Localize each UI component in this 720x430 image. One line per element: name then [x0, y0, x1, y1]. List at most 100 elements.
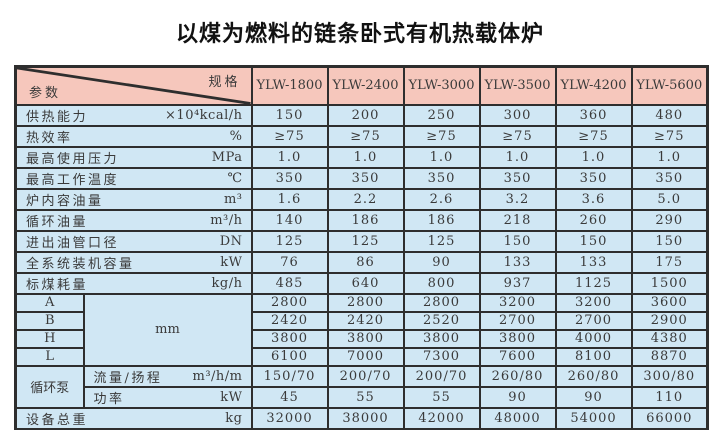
param-label: 最高使用压力: [26, 151, 120, 167]
param-unit: ℃: [227, 170, 243, 186]
model-header: YLW-5600: [630, 65, 709, 106]
table-row-pipe-diameter: 进出油管口径 DN 125 125 125 150 150 150: [14, 229, 709, 253]
value-cell: 1.6: [250, 187, 329, 211]
dims-unit-cell: mm: [82, 292, 253, 367]
value-cell: 90: [554, 385, 633, 409]
param-label: 功率: [93, 391, 125, 407]
param-label: 进出油管口径: [26, 235, 120, 251]
param-unit: %: [229, 128, 243, 144]
value-cell: 42000: [402, 406, 481, 430]
value-cell: 7300: [402, 346, 481, 367]
value-cell: 1.0: [554, 145, 633, 169]
value-cell: 300/80: [630, 364, 709, 388]
value-cell: 6100: [250, 346, 329, 367]
value-cell: 150: [250, 103, 329, 127]
param-cell: 进出油管口径 DN: [14, 229, 253, 253]
value-cell: 4000: [554, 328, 633, 349]
param-unit: kW: [220, 389, 243, 405]
value-cell: 2520: [402, 310, 481, 331]
dim-label: A: [14, 292, 85, 313]
value-cell: 1.0: [630, 145, 709, 169]
value-cell: 800: [402, 271, 481, 295]
value-cell: 3.2: [478, 187, 557, 211]
dim-label: B: [14, 310, 85, 331]
value-cell: 640: [326, 271, 405, 295]
value-cell: 250: [402, 103, 481, 127]
model-header: YLW-3500: [478, 65, 557, 106]
param-cell: 流量/扬程 m³/h/m: [82, 364, 253, 388]
value-cell: 3800: [402, 328, 481, 349]
value-cell: 1500: [630, 271, 709, 295]
value-cell: 5.0: [630, 187, 709, 211]
param-cell: 供热能力 ×10⁴kcal/h: [14, 103, 253, 127]
table-row-max-pressure: 最高使用压力 MPa 1.0 1.0 1.0 1.0 1.0 1.0: [14, 145, 709, 169]
value-cell: 76: [250, 250, 329, 274]
value-cell: 133: [478, 250, 557, 274]
value-cell: 200/70: [326, 364, 405, 388]
value-cell: 350: [478, 166, 557, 190]
table-row-dim-L: L 6100 7000 7300 7600 8100 8870: [14, 346, 709, 367]
param-cell: 全系统装机容量 kW: [14, 250, 253, 274]
value-cell: 2420: [326, 310, 405, 331]
value-cell: 937: [478, 271, 557, 295]
table-row-thermal-efficiency: 热效率% ≥75 ≥75 ≥75 ≥75 ≥75 ≥75: [14, 124, 709, 148]
value-cell: 350: [630, 166, 709, 190]
value-cell: 200/70: [402, 364, 481, 388]
value-cell: ≥75: [630, 124, 709, 148]
value-cell: ≥75: [478, 124, 557, 148]
param-cell: 最高工作温度 ℃: [14, 166, 253, 190]
value-cell: 260/80: [554, 364, 633, 388]
param-cell: 炉内容油量 m³: [14, 187, 253, 211]
value-cell: 140: [250, 208, 329, 232]
value-cell: 48000: [478, 406, 557, 430]
value-cell: 1125: [554, 271, 633, 295]
value-cell: 3800: [250, 328, 329, 349]
param-label: 流量/扬程: [93, 370, 163, 386]
dim-label: L: [14, 346, 85, 367]
value-cell: 54000: [554, 406, 633, 430]
value-cell: 66000: [630, 406, 709, 430]
value-cell: 350: [250, 166, 329, 190]
param-cell: 热效率%: [14, 124, 253, 148]
value-cell: 3600: [630, 292, 709, 313]
model-header: YLW-4200: [554, 65, 633, 106]
value-cell: 2800: [326, 292, 405, 313]
value-cell: 175: [630, 250, 709, 274]
table-row-coal-consumption: 标煤耗量 kg/h 485 640 800 937 1125 1500: [14, 271, 709, 295]
param-unit: m³: [223, 191, 243, 207]
value-cell: 8100: [554, 346, 633, 367]
param-label: 供热能力: [26, 109, 89, 125]
param-unit: m³/h: [210, 212, 243, 228]
value-cell: 55: [402, 385, 481, 409]
value-cell: 133: [554, 250, 633, 274]
table-row-pump-flow: 循环泵 流量/扬程 m³/h/m 150/70 200/70 200/70 260…: [14, 364, 709, 409]
value-cell: 485: [250, 271, 329, 295]
param-unit: kg/h: [211, 275, 243, 291]
table-row-heating-capacity: 供热能力 ×10⁴kcal/h 150 200 250 300 360 480: [14, 103, 709, 127]
value-cell: 350: [326, 166, 405, 190]
value-cell: 32000: [250, 406, 329, 430]
corner-spec-label: 规格: [208, 75, 241, 90]
value-cell: 1.0: [402, 145, 481, 169]
param-unit: kg: [225, 410, 243, 426]
param-label: 全系统装机容量: [26, 256, 135, 272]
param-cell: 循环油量 m³/h: [14, 208, 253, 232]
value-cell: 125: [326, 229, 405, 253]
value-cell: 55: [326, 385, 405, 409]
value-cell: 2800: [402, 292, 481, 313]
value-cell: 45: [250, 385, 329, 409]
value-cell: 360: [554, 103, 633, 127]
model-header: YLW-2400: [326, 65, 405, 106]
value-cell: 150: [630, 229, 709, 253]
diagonal-divider-line: [17, 68, 250, 103]
param-unit: DN: [219, 233, 243, 249]
value-cell: 150: [554, 229, 633, 253]
value-cell: 8870: [630, 346, 709, 367]
value-cell: 7600: [478, 346, 557, 367]
param-cell: 标煤耗量 kg/h: [14, 271, 253, 295]
value-cell: 186: [326, 208, 405, 232]
value-cell: 350: [554, 166, 633, 190]
model-header: YLW-1800: [250, 65, 329, 106]
model-header: YLW-3000: [402, 65, 481, 106]
